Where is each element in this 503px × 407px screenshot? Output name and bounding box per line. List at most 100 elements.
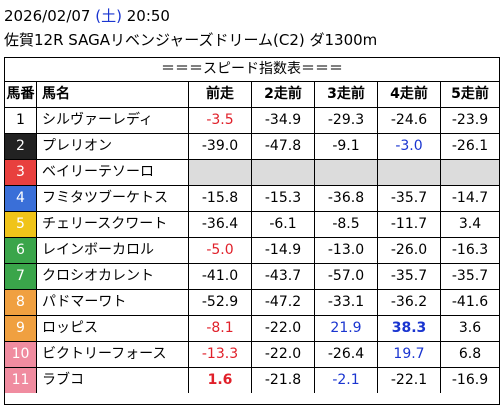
speed-index-cell: -47.2 <box>252 290 315 315</box>
speed-index-cell: -33.1 <box>315 290 378 315</box>
speed-index-cell <box>252 160 315 185</box>
speed-index-cell: 19.7 <box>378 342 441 367</box>
horse-name-cell: ラブコ <box>37 368 189 393</box>
horse-name-cell: ビクトリーフォース <box>37 342 189 367</box>
column-header-speed-2nd: 2走前 <box>252 82 315 107</box>
speed-index-cell: 38.3 <box>378 316 441 341</box>
speed-index-cell: -22.1 <box>378 368 441 393</box>
horse-name-cell: チェリースクワート <box>37 212 189 237</box>
horse-name-cell: シルヴァーレディ <box>37 108 189 133</box>
speed-index-cell: -9.1 <box>315 134 378 159</box>
horse-number-cell: 11 <box>5 368 37 393</box>
horse-number-cell: 5 <box>5 212 37 237</box>
horse-name-cell: ベイリーテソーロ <box>37 160 189 185</box>
horse-number-cell: 1 <box>5 108 37 133</box>
horse-number-cell: 9 <box>5 316 37 341</box>
speed-index-cell: -52.9 <box>189 290 252 315</box>
speed-index-cell: -16.3 <box>451 242 489 258</box>
speed-index-cell: -8.5 <box>315 212 378 237</box>
speed-index-cell <box>189 160 252 185</box>
table-row: 7 クロシオカレント -41.0 -43.7 -57.0 -35.7 -35.7 <box>5 264 499 290</box>
speed-index-cell: 3.4 <box>458 216 482 232</box>
speed-index-cell: -14.7 <box>451 190 489 206</box>
speed-index-cell <box>441 160 499 185</box>
speed-index-cell <box>315 160 378 185</box>
speed-index-cell: -16.9 <box>451 372 489 388</box>
column-header-speed-5th: 5走前 <box>451 86 489 102</box>
speed-index-cell: -21.8 <box>252 368 315 393</box>
speed-index-cell: -8.1 <box>189 316 252 341</box>
speed-index-cell: -43.7 <box>252 264 315 289</box>
speed-index-cell: -29.3 <box>315 108 378 133</box>
speed-index-cell: -3.0 <box>378 134 441 159</box>
speed-index-cell: 3.6 <box>458 320 482 336</box>
speed-index-cell <box>378 160 441 185</box>
horse-name-cell: パドマーワト <box>37 290 189 315</box>
speed-index-cell: -11.7 <box>378 212 441 237</box>
speed-index-cell: -39.0 <box>189 134 252 159</box>
table-row: 4 フミタツブーケトス -15.8 -15.3 -36.8 -35.7 -14.7 <box>5 186 499 212</box>
table-row: 5 チェリースクワート -36.4 -6.1 -8.5 -11.7 3.4 <box>5 212 499 238</box>
speed-index-cell: -23.9 <box>451 112 489 128</box>
table-row: 8 パドマーワト -52.9 -47.2 -33.1 -36.2 -41.6 <box>5 290 499 316</box>
speed-index-cell: -22.0 <box>252 316 315 341</box>
race-time: 20:50 <box>126 7 170 25</box>
race-weekday: (土) <box>95 7 122 25</box>
horse-number-cell: 8 <box>5 290 37 315</box>
table-row: 6 レインボーカロル -5.0 -14.9 -13.0 -26.0 -16.3 <box>5 238 499 264</box>
column-header-horse-number: 馬番 <box>5 82 37 107</box>
horse-number-cell: 4 <box>5 186 37 211</box>
horse-name-cell: レインボーカロル <box>37 238 189 263</box>
speed-index-cell: -35.7 <box>451 268 489 284</box>
speed-index-cell: -24.6 <box>378 108 441 133</box>
column-header-speed-3rd: 3走前 <box>315 82 378 107</box>
speed-index-cell: 6.8 <box>458 346 482 362</box>
horse-number-cell: 10 <box>5 342 37 367</box>
speed-index-cell: -26.4 <box>315 342 378 367</box>
table-row: 2 プレリオン -39.0 -47.8 -9.1 -3.0 -26.1 <box>5 134 499 160</box>
speed-index-cell: -13.0 <box>315 238 378 263</box>
speed-index-cell: -26.0 <box>378 238 441 263</box>
column-header-speed-4th: 4走前 <box>378 82 441 107</box>
speed-index-table: ＝＝＝スピード指数表＝＝＝ 馬番 馬名 前走 2走前 3走前 4走前 5走前 1 シルヴァーレデ… <box>4 57 500 405</box>
race-date: 2026/02/07 <box>4 7 91 25</box>
table-row: 11 ラブコ 1.6 -21.8 -2.1 -22.1 -16.9 <box>5 368 499 393</box>
speed-index-cell: -6.1 <box>252 212 315 237</box>
speed-index-cell: -26.1 <box>451 138 489 154</box>
table-row: 10 ビクトリーフォース -13.3 -22.0 -26.4 19.7 6.8 <box>5 342 499 368</box>
column-header-speed-last: 前走 <box>189 82 252 107</box>
speed-index-cell: -36.4 <box>189 212 252 237</box>
speed-index-cell: -2.1 <box>315 368 378 393</box>
speed-index-cell: -5.0 <box>189 238 252 263</box>
table-row: 1 シルヴァーレディ -3.5 -34.9 -29.3 -24.6 -23.9 <box>5 108 499 134</box>
speed-index-cell: -22.0 <box>252 342 315 367</box>
speed-index-cell: -57.0 <box>315 264 378 289</box>
race-datetime: 2026/02/07 (土) 20:50 <box>4 6 170 26</box>
speed-index-cell: 1.6 <box>189 368 252 393</box>
speed-index-cell: -3.5 <box>189 108 252 133</box>
horse-name-cell: フミタツブーケトス <box>37 186 189 211</box>
race-title: 佐賀12R SAGAリベンジャーズドリーム(C2) ダ1300m <box>4 31 378 49</box>
speed-index-cell: -41.0 <box>189 264 252 289</box>
speed-index-cell: -35.7 <box>378 264 441 289</box>
speed-index-cell: -14.9 <box>252 238 315 263</box>
speed-index-cell: -36.2 <box>378 290 441 315</box>
speed-index-cell: -15.8 <box>189 186 252 211</box>
table-row: 9 ロッピス -8.1 -22.0 21.9 38.3 3.6 <box>5 316 499 342</box>
speed-index-cell: -34.9 <box>252 108 315 133</box>
horse-number-cell: 2 <box>5 134 37 159</box>
horse-number-cell: 7 <box>5 264 37 289</box>
speed-index-cell: 21.9 <box>315 316 378 341</box>
horse-name-cell: プレリオン <box>37 134 189 159</box>
column-header-horse-name: 馬名 <box>37 82 189 107</box>
speed-index-cell: -47.8 <box>252 134 315 159</box>
horse-name-cell: クロシオカレント <box>37 264 189 289</box>
speed-index-cell: -41.6 <box>451 294 489 310</box>
table-row: 3 ベイリーテソーロ <box>5 160 499 186</box>
speed-index-cell: -36.8 <box>315 186 378 211</box>
speed-index-cell: -13.3 <box>189 342 252 367</box>
speed-index-cell: -15.3 <box>252 186 315 211</box>
table-header-row: 馬番 馬名 前走 2走前 3走前 4走前 5走前 <box>5 82 499 108</box>
horse-name-cell: ロッピス <box>37 316 189 341</box>
